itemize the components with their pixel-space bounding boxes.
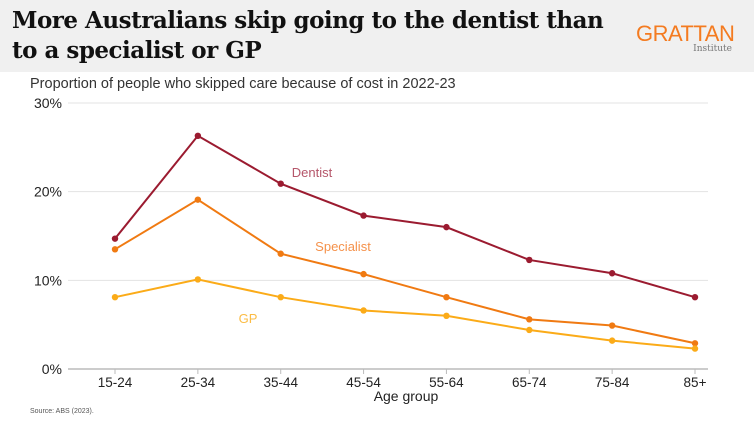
data-point xyxy=(443,293,450,301)
x-tick-label: 55-64 xyxy=(429,375,464,390)
data-point xyxy=(194,196,202,203)
data-point xyxy=(360,212,367,219)
x-tick-label: 75-84 xyxy=(595,375,630,390)
x-tick-label: 85+ xyxy=(684,375,707,390)
data-point xyxy=(608,337,616,344)
data-point xyxy=(691,340,699,347)
y-tick-label: 0% xyxy=(42,361,62,377)
y-tick-label: 20% xyxy=(34,184,62,200)
data-point xyxy=(360,270,367,278)
x-tick-label: 25-34 xyxy=(181,375,216,390)
series-label-gp: GP xyxy=(239,311,258,326)
data-point xyxy=(277,180,284,187)
data-point xyxy=(691,345,699,352)
y-tick-label: 10% xyxy=(34,272,62,288)
series-label-specialist: Specialist xyxy=(315,239,371,254)
chart-subtitle: Proportion of people who skipped care be… xyxy=(30,76,456,92)
x-tick-label: 65-74 xyxy=(512,375,547,390)
data-point xyxy=(111,235,119,242)
data-point xyxy=(277,250,284,257)
data-point xyxy=(194,132,202,140)
logo-sub: Institute xyxy=(693,44,732,54)
data-point xyxy=(277,293,284,301)
grattan-logo: GRATTAN Institute xyxy=(636,21,735,55)
header: More Australians skip going to the denti… xyxy=(0,0,754,72)
x-tick-label: 45-54 xyxy=(346,375,381,390)
x-tick-label: 15-24 xyxy=(98,375,133,390)
data-point xyxy=(526,256,533,264)
x-tick-label: 35-44 xyxy=(263,375,298,390)
data-point xyxy=(194,276,202,283)
data-point xyxy=(111,246,119,253)
data-point xyxy=(526,316,533,323)
data-point xyxy=(443,223,450,231)
data-point xyxy=(608,270,616,277)
data-point xyxy=(360,307,367,314)
x-axis-label: Age group xyxy=(374,388,439,404)
data-point xyxy=(691,293,699,301)
data-point xyxy=(526,326,533,334)
data-point xyxy=(111,293,119,301)
series-line-specialist xyxy=(114,198,696,345)
y-tick-label: 30% xyxy=(34,95,62,111)
series-line-dentist xyxy=(114,134,696,299)
series-label-dentist: Dentist xyxy=(292,165,333,180)
chart-title: More Australians skip going to the denti… xyxy=(12,7,604,64)
data-point xyxy=(608,322,616,329)
logo-main: GRATTAN xyxy=(636,21,735,46)
series-line-gp xyxy=(114,278,696,350)
source-note: Source: ABS (2023). xyxy=(30,408,94,415)
data-point xyxy=(443,312,450,319)
